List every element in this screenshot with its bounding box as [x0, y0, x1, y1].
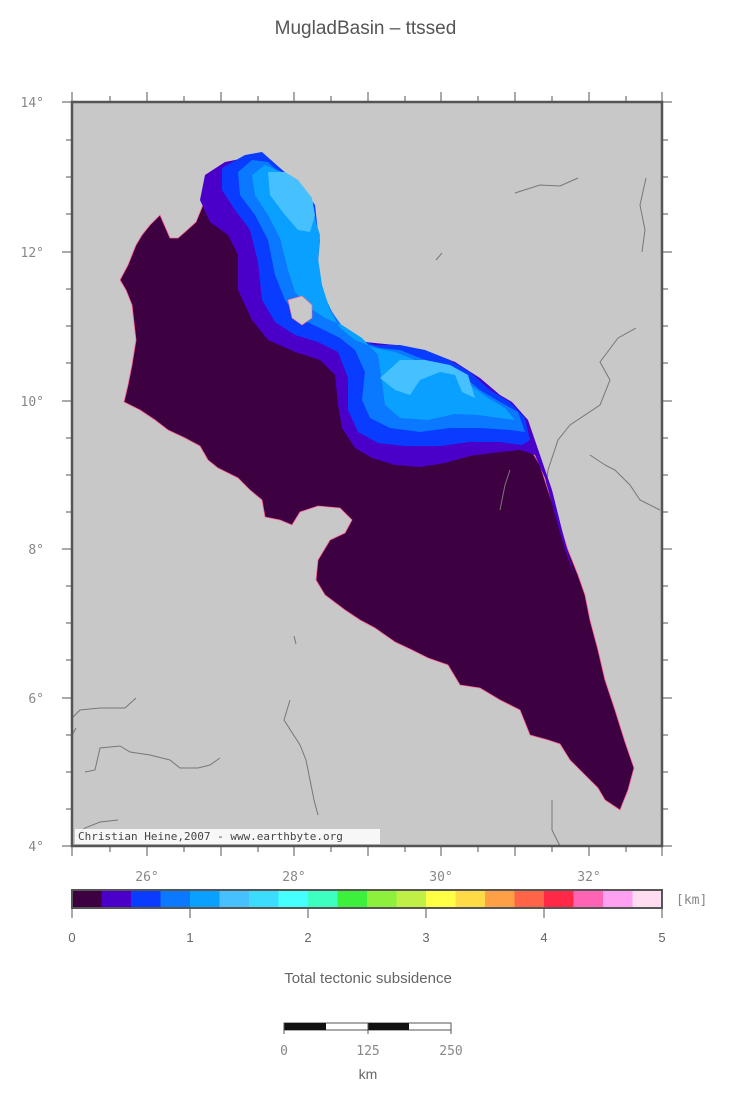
lat-label-4: 4° [28, 840, 44, 855]
colorbar-swatch [426, 890, 456, 908]
colorbar-swatch [337, 890, 368, 908]
colorbar-swatch [485, 890, 515, 908]
colorbar-tick-1: 1 [186, 930, 193, 945]
colorbar-tick-4: 4 [540, 930, 547, 945]
colorbar-swatch [632, 890, 663, 908]
colorbar-swatch [514, 890, 545, 908]
colorbar-unit: [km] [676, 893, 707, 908]
colorbar-swatch [72, 890, 102, 908]
colorbar-swatch [278, 890, 309, 908]
map-frame [70, 100, 664, 848]
map-title: MugladBasin – ttssed [274, 18, 457, 39]
credit-box [75, 829, 380, 844]
colorbar-swatch [131, 890, 161, 908]
colorbar-swatch [249, 890, 279, 908]
axis-ticks [62, 92, 672, 856]
basin-hole [287, 295, 313, 326]
scale-bar [283, 1022, 452, 1034]
colorbar-swatch [455, 890, 486, 908]
colorbar-ticks [71, 908, 663, 918]
colorbar-swatch [544, 890, 574, 908]
scale-tick-0: 0 [280, 1044, 288, 1059]
colorbar-swatch [101, 890, 132, 908]
lat-label-6: 6° [28, 692, 44, 707]
colorbar [72, 890, 663, 908]
lon-label-30: 30° [429, 870, 452, 885]
subsidence-level-5 [252, 165, 515, 420]
lat-label-14: 14° [21, 96, 44, 111]
colorbar-frame [71, 889, 663, 909]
colorbar-swatch [190, 890, 220, 908]
lon-label-28: 28° [282, 870, 305, 885]
scale-tick-250: 250 [439, 1044, 462, 1059]
colorbar-swatch [573, 890, 604, 908]
colorbar-swatch [308, 890, 338, 908]
colorbar-swatch [603, 890, 633, 908]
credit-text: Christian Heine,2007 - www.earthbyte.org [78, 830, 343, 843]
colorbar-swatch [396, 890, 427, 908]
colorbar-swatch [160, 890, 191, 908]
lon-label-32: 32° [577, 870, 600, 885]
lon-label-26: 26° [135, 870, 158, 885]
colorbar-tick-0: 0 [68, 930, 75, 945]
lat-label-12: 12° [21, 246, 44, 261]
basin-rivers [499, 469, 511, 511]
colorbar-tick-3: 3 [422, 930, 429, 945]
lat-label-8: 8° [28, 543, 44, 558]
colorbar-tick-5: 5 [658, 930, 665, 945]
lat-label-10: 10° [21, 395, 44, 410]
scale-unit: km [359, 1066, 378, 1082]
colorbar-tick-2: 2 [304, 930, 311, 945]
subsidence-level-6 [268, 172, 475, 398]
colorbar-swatch [367, 890, 397, 908]
scale-tick-125: 125 [356, 1044, 379, 1059]
colorbar-title: Total tectonic subsidence [284, 970, 452, 987]
colorbar-swatch [219, 890, 250, 908]
